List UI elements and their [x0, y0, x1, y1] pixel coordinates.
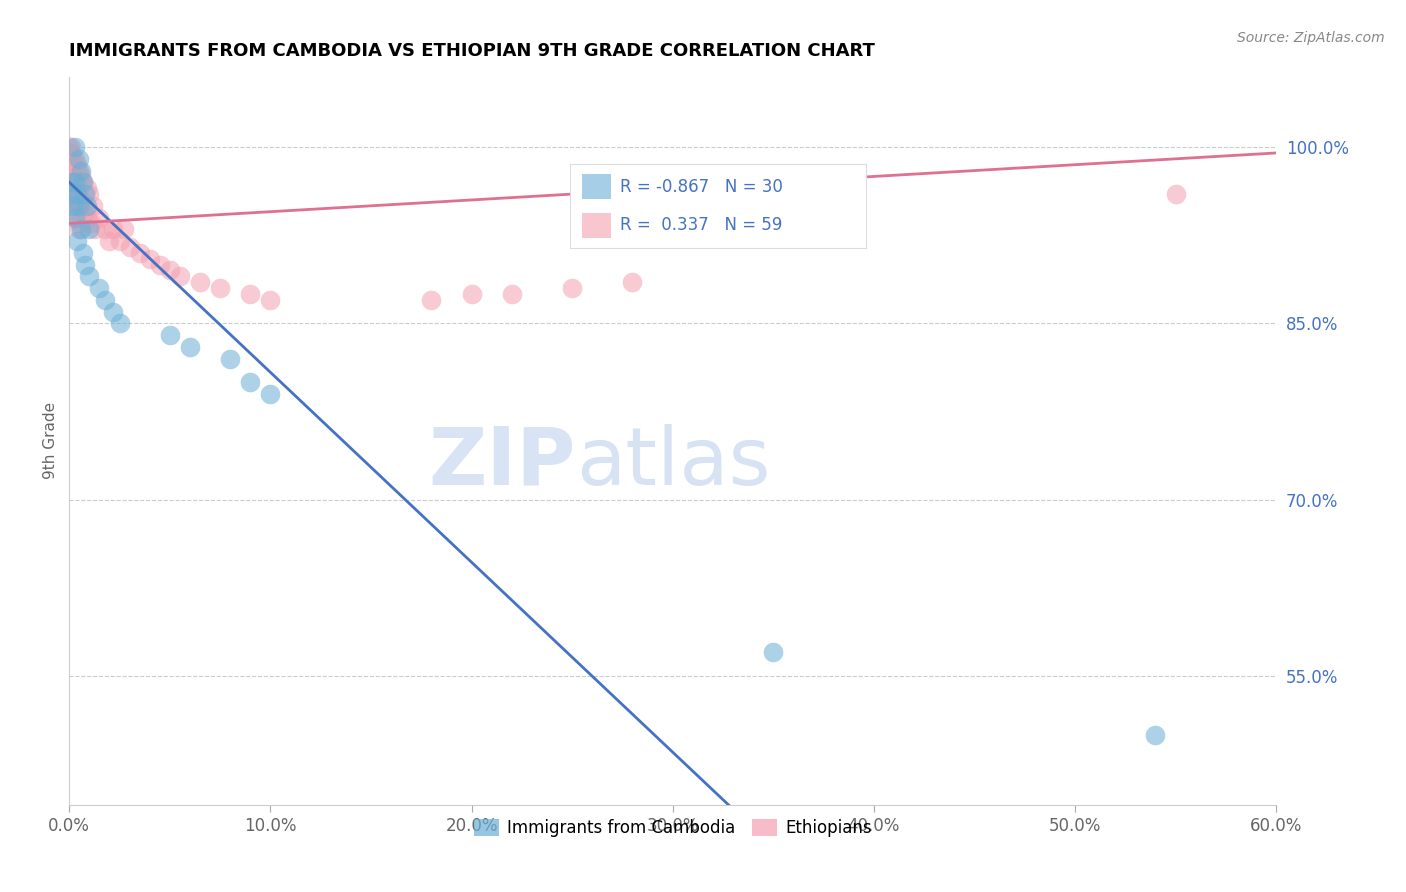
- Point: [112, 222, 135, 236]
- Point: [621, 275, 644, 289]
- Point: [67, 217, 90, 231]
- Point: [138, 252, 160, 266]
- Point: [103, 222, 125, 236]
- Point: [72, 245, 94, 260]
- Point: [108, 234, 131, 248]
- Point: [60, 163, 83, 178]
- Point: [219, 351, 242, 366]
- Point: [76, 181, 98, 195]
- Point: [72, 175, 94, 189]
- Point: [80, 217, 103, 231]
- Point: [128, 245, 150, 260]
- Point: [62, 199, 84, 213]
- Point: [58, 140, 80, 154]
- Point: [239, 375, 262, 389]
- Text: IMMIGRANTS FROM CAMBODIA VS ETHIOPIAN 9TH GRADE CORRELATION CHART: IMMIGRANTS FROM CAMBODIA VS ETHIOPIAN 9T…: [69, 42, 875, 60]
- Point: [58, 158, 80, 172]
- Point: [60, 175, 83, 189]
- Point: [79, 222, 101, 236]
- Point: [66, 234, 89, 248]
- Point: [259, 293, 281, 307]
- Point: [70, 222, 93, 236]
- Point: [60, 187, 83, 202]
- Point: [118, 240, 141, 254]
- Point: [60, 175, 83, 189]
- Point: [75, 204, 97, 219]
- Point: [460, 287, 482, 301]
- Point: [72, 175, 94, 189]
- Point: [70, 163, 93, 178]
- Point: [169, 269, 191, 284]
- Point: [76, 199, 98, 213]
- Point: [66, 158, 89, 172]
- Point: [62, 187, 84, 202]
- Point: [65, 175, 87, 189]
- Point: [70, 193, 93, 207]
- Point: [1164, 187, 1187, 202]
- Point: [58, 169, 80, 184]
- Point: [108, 316, 131, 330]
- Point: [561, 281, 583, 295]
- Point: [159, 263, 181, 277]
- Point: [79, 187, 101, 202]
- Point: [60, 140, 83, 154]
- Point: [76, 211, 98, 225]
- Point: [72, 199, 94, 213]
- Point: [65, 175, 87, 189]
- Point: [84, 222, 107, 236]
- Point: [65, 199, 87, 213]
- Point: [66, 181, 89, 195]
- Point: [420, 293, 443, 307]
- Point: [179, 340, 201, 354]
- Point: [62, 193, 84, 207]
- Point: [94, 293, 117, 307]
- Point: [501, 287, 523, 301]
- Point: [62, 152, 84, 166]
- Point: [89, 211, 111, 225]
- Point: [98, 234, 121, 248]
- Point: [65, 152, 87, 166]
- Point: [79, 269, 101, 284]
- Point: [239, 287, 262, 301]
- Point: [70, 169, 93, 184]
- Point: [58, 145, 80, 160]
- Point: [67, 199, 90, 213]
- Point: [149, 258, 172, 272]
- Point: [94, 222, 117, 236]
- Point: [762, 645, 785, 659]
- Point: [58, 163, 80, 178]
- Point: [67, 187, 90, 202]
- Text: atlas: atlas: [576, 424, 770, 501]
- Point: [1144, 727, 1167, 741]
- Point: [75, 187, 97, 202]
- Point: [60, 145, 83, 160]
- Text: Source: ZipAtlas.com: Source: ZipAtlas.com: [1237, 31, 1385, 45]
- Text: ZIP: ZIP: [429, 424, 576, 501]
- Point: [259, 386, 281, 401]
- Point: [89, 281, 111, 295]
- Point: [103, 304, 125, 318]
- Point: [82, 199, 104, 213]
- Point: [159, 328, 181, 343]
- Point: [67, 152, 90, 166]
- Point: [67, 163, 90, 178]
- Point: [65, 204, 87, 219]
- Point: [66, 211, 89, 225]
- Point: [188, 275, 211, 289]
- Legend: Immigrants from Cambodia, Ethiopians: Immigrants from Cambodia, Ethiopians: [467, 813, 879, 844]
- Point: [209, 281, 232, 295]
- Point: [67, 222, 90, 236]
- Point: [58, 152, 80, 166]
- Point: [66, 187, 89, 202]
- Y-axis label: 9th Grade: 9th Grade: [44, 402, 58, 479]
- Point: [62, 169, 84, 184]
- Point: [60, 181, 83, 195]
- Point: [65, 211, 87, 225]
- Point: [65, 140, 87, 154]
- Point: [75, 258, 97, 272]
